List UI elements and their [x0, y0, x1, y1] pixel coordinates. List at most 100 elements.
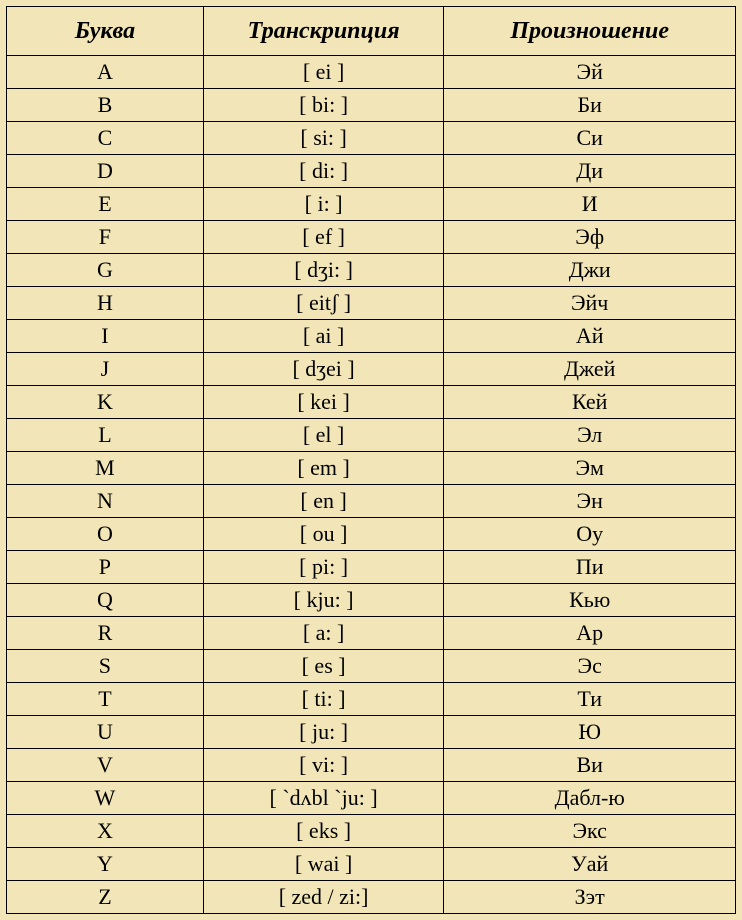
cell-pronunciation: Би [444, 89, 736, 122]
cell-letter: D [7, 155, 204, 188]
cell-letter: C [7, 122, 204, 155]
cell-pronunciation: Кью [444, 584, 736, 617]
cell-transcription: [ dʒei ] [203, 353, 444, 386]
cell-pronunciation: Ти [444, 683, 736, 716]
table-row: J[ dʒei ]Джей [7, 353, 736, 386]
cell-transcription: [ vi: ] [203, 749, 444, 782]
cell-pronunciation: Си [444, 122, 736, 155]
cell-transcription: [ ti: ] [203, 683, 444, 716]
table-row: F[ ef ]Эф [7, 221, 736, 254]
cell-transcription: [ eitʃ ] [203, 287, 444, 320]
table-row: P[ pi: ]Пи [7, 551, 736, 584]
cell-pronunciation: Ар [444, 617, 736, 650]
table-header-row: Буква Транскрипция Произношение [7, 7, 736, 56]
table-row: C[ si: ]Си [7, 122, 736, 155]
cell-transcription: [ dʒi: ] [203, 254, 444, 287]
cell-pronunciation: Эй [444, 56, 736, 89]
cell-transcription: [ em ] [203, 452, 444, 485]
cell-letter: U [7, 716, 204, 749]
cell-pronunciation: Пи [444, 551, 736, 584]
cell-pronunciation: Кей [444, 386, 736, 419]
cell-transcription: [ kei ] [203, 386, 444, 419]
cell-letter: S [7, 650, 204, 683]
table-row: K[ kei ]Кей [7, 386, 736, 419]
cell-letter: R [7, 617, 204, 650]
table-row: Y[ wai ]Уай [7, 848, 736, 881]
cell-letter: W [7, 782, 204, 815]
cell-transcription: [ pi: ] [203, 551, 444, 584]
table-row: V[ vi: ]Ви [7, 749, 736, 782]
cell-transcription: [ si: ] [203, 122, 444, 155]
table-row: R[ a: ]Ар [7, 617, 736, 650]
table-row: X[ eks ]Экс [7, 815, 736, 848]
cell-transcription: [ ai ] [203, 320, 444, 353]
table-row: S[ es ]Эс [7, 650, 736, 683]
cell-letter: B [7, 89, 204, 122]
cell-pronunciation: Ю [444, 716, 736, 749]
table-row: N[ en ]Эн [7, 485, 736, 518]
cell-transcription: [ a: ] [203, 617, 444, 650]
table-row: D[ di: ]Ди [7, 155, 736, 188]
cell-letter: L [7, 419, 204, 452]
cell-transcription: [ zed / zi:] [203, 881, 444, 914]
cell-transcription: [ ou ] [203, 518, 444, 551]
cell-letter: V [7, 749, 204, 782]
cell-transcription: [ eks ] [203, 815, 444, 848]
cell-letter: P [7, 551, 204, 584]
cell-letter: G [7, 254, 204, 287]
cell-letter: O [7, 518, 204, 551]
cell-letter: T [7, 683, 204, 716]
cell-pronunciation: Оу [444, 518, 736, 551]
cell-pronunciation: Эс [444, 650, 736, 683]
cell-pronunciation: Ви [444, 749, 736, 782]
cell-letter: J [7, 353, 204, 386]
cell-pronunciation: Ай [444, 320, 736, 353]
cell-pronunciation: Ди [444, 155, 736, 188]
cell-letter: A [7, 56, 204, 89]
cell-pronunciation: Эл [444, 419, 736, 452]
alphabet-table: Буква Транскрипция Произношение A[ ei ]Э… [6, 6, 736, 914]
cell-pronunciation: Эйч [444, 287, 736, 320]
cell-letter: K [7, 386, 204, 419]
table-row: Z[ zed / zi:]Зэт [7, 881, 736, 914]
table-row: I[ ai ]Ай [7, 320, 736, 353]
table-row: M[ em ]Эм [7, 452, 736, 485]
cell-pronunciation: Эн [444, 485, 736, 518]
table-row: T[ ti: ]Ти [7, 683, 736, 716]
table-row: E[ i: ]И [7, 188, 736, 221]
cell-pronunciation: И [444, 188, 736, 221]
cell-letter: F [7, 221, 204, 254]
table-row: G[ dʒi: ]Джи [7, 254, 736, 287]
table-container: Буква Транскрипция Произношение A[ ei ]Э… [0, 0, 742, 920]
cell-letter: Y [7, 848, 204, 881]
cell-letter: X [7, 815, 204, 848]
cell-pronunciation: Дабл-ю [444, 782, 736, 815]
col-header-transcription: Транскрипция [203, 7, 444, 56]
cell-pronunciation: Джей [444, 353, 736, 386]
cell-transcription: [ ei ] [203, 56, 444, 89]
cell-pronunciation: Джи [444, 254, 736, 287]
cell-transcription: [ kju: ] [203, 584, 444, 617]
cell-transcription: [ wai ] [203, 848, 444, 881]
cell-transcription: [ bi: ] [203, 89, 444, 122]
cell-pronunciation: Эф [444, 221, 736, 254]
cell-letter: I [7, 320, 204, 353]
cell-transcription: [ ju: ] [203, 716, 444, 749]
cell-letter: H [7, 287, 204, 320]
table-row: H[ eitʃ ]Эйч [7, 287, 736, 320]
table-row: O[ ou ]Оу [7, 518, 736, 551]
table-row: A[ ei ]Эй [7, 56, 736, 89]
table-row: L[ el ]Эл [7, 419, 736, 452]
col-header-letter: Буква [7, 7, 204, 56]
cell-pronunciation: Экс [444, 815, 736, 848]
col-header-pronunciation: Произношение [444, 7, 736, 56]
cell-letter: M [7, 452, 204, 485]
table-row: Q[ kju: ]Кью [7, 584, 736, 617]
cell-transcription: [ di: ] [203, 155, 444, 188]
table-row: U[ ju: ]Ю [7, 716, 736, 749]
cell-pronunciation: Уай [444, 848, 736, 881]
cell-pronunciation: Зэт [444, 881, 736, 914]
cell-transcription: [ en ] [203, 485, 444, 518]
cell-transcription: [ `dʌbl `ju: ] [203, 782, 444, 815]
cell-transcription: [ i: ] [203, 188, 444, 221]
